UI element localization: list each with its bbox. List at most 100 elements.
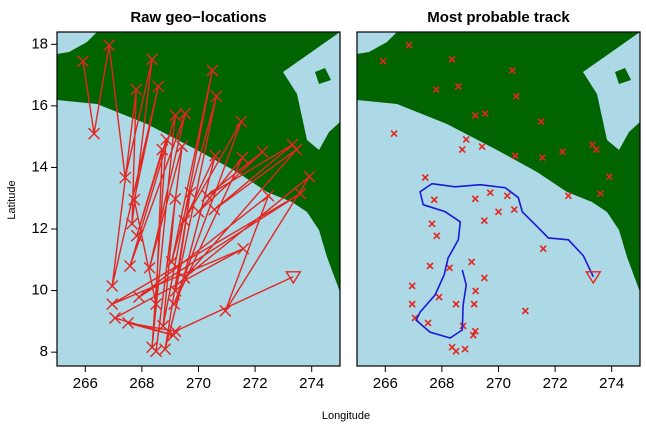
point-marker (146, 53, 159, 66)
point-marker (208, 203, 221, 216)
point-marker (88, 127, 101, 140)
point-marker (405, 41, 413, 49)
point-marker (461, 345, 469, 353)
point-marker (435, 293, 443, 301)
point-marker (209, 149, 222, 162)
point-marker (143, 261, 156, 274)
point-marker (448, 55, 456, 63)
point-marker (445, 264, 454, 272)
point-marker (481, 110, 489, 118)
point-marker (390, 130, 398, 138)
point-marker (109, 311, 122, 324)
point-marker (219, 304, 232, 317)
island (615, 68, 631, 84)
point-marker (511, 152, 519, 160)
point-marker (152, 80, 165, 93)
point-marker (167, 329, 180, 342)
track-line (415, 182, 595, 339)
point-marker (470, 300, 478, 308)
point-marker (592, 146, 600, 154)
point-marker (178, 271, 191, 284)
water (283, 32, 340, 150)
point-marker (428, 220, 436, 228)
point-marker (119, 171, 132, 184)
y-tick-label: 18 (31, 35, 48, 52)
point-marker (290, 143, 303, 156)
point-marker (159, 343, 172, 356)
x-tick-label: 268 (129, 375, 154, 392)
point-marker (454, 82, 462, 91)
point-marker (471, 327, 479, 335)
plot-area (357, 32, 640, 366)
point-marker (421, 174, 429, 182)
point-marker (124, 259, 137, 272)
point-marker (503, 192, 511, 200)
point-marker (408, 300, 416, 308)
point-marker (235, 115, 248, 128)
point-marker (469, 331, 477, 339)
point-marker (236, 151, 249, 164)
point-marker (169, 284, 182, 297)
y-tick-label: 12 (31, 220, 48, 237)
point-marker (471, 195, 479, 203)
point-marker (206, 64, 219, 77)
point-marker (192, 205, 205, 218)
point-marker (184, 186, 197, 199)
point-marker (122, 316, 135, 329)
point-marker (168, 298, 181, 311)
point-marker (430, 196, 438, 204)
island (571, 174, 579, 184)
point-marker (539, 245, 547, 253)
x-tick-label: 270 (186, 375, 211, 392)
point-marker (178, 214, 191, 227)
point-marker (462, 135, 470, 143)
point-marker (106, 298, 119, 311)
water (57, 32, 97, 54)
x-tick-label: 274 (599, 375, 624, 392)
point-marker (126, 217, 138, 230)
point-marker (521, 307, 529, 315)
point-marker (133, 291, 146, 304)
point-marker (480, 274, 488, 282)
point-marker (471, 111, 479, 119)
panel-title: Raw geo−locations (130, 9, 266, 26)
point-marker (201, 189, 214, 202)
panel-title: Most probable track (427, 9, 570, 26)
x-tick-label: 268 (429, 375, 454, 392)
point-marker (433, 232, 441, 240)
point-marker (494, 208, 503, 216)
end-marker (585, 271, 602, 285)
point-marker (538, 154, 546, 162)
point-marker (432, 85, 440, 94)
land (357, 32, 640, 292)
point-marker (458, 146, 466, 154)
point-marker (486, 189, 494, 197)
point-marker (130, 229, 143, 242)
point-marker (179, 107, 192, 120)
plot-area (57, 32, 340, 366)
point-marker (537, 118, 545, 126)
point-marker (77, 55, 90, 68)
point-marker (165, 255, 178, 268)
y-tick-label: 10 (31, 282, 48, 299)
point-marker (480, 217, 488, 225)
point-marker (237, 242, 250, 255)
point-marker (468, 258, 476, 266)
y-axis-label: Latitude (6, 180, 18, 219)
point-marker (106, 279, 119, 292)
water (583, 32, 640, 150)
point-marker (294, 187, 307, 200)
point-marker (472, 287, 480, 295)
point-marker (478, 142, 486, 151)
x-tick-label: 266 (73, 375, 98, 392)
point-marker (128, 193, 141, 206)
point-marker (426, 262, 434, 270)
x-tick-label: 266 (373, 375, 398, 392)
y-tick-label: 14 (31, 158, 48, 175)
island (315, 68, 331, 84)
y-tick-label: 8 (40, 343, 48, 360)
point-marker (605, 173, 614, 181)
x-tick-label: 272 (243, 375, 268, 392)
point-marker (169, 192, 182, 205)
